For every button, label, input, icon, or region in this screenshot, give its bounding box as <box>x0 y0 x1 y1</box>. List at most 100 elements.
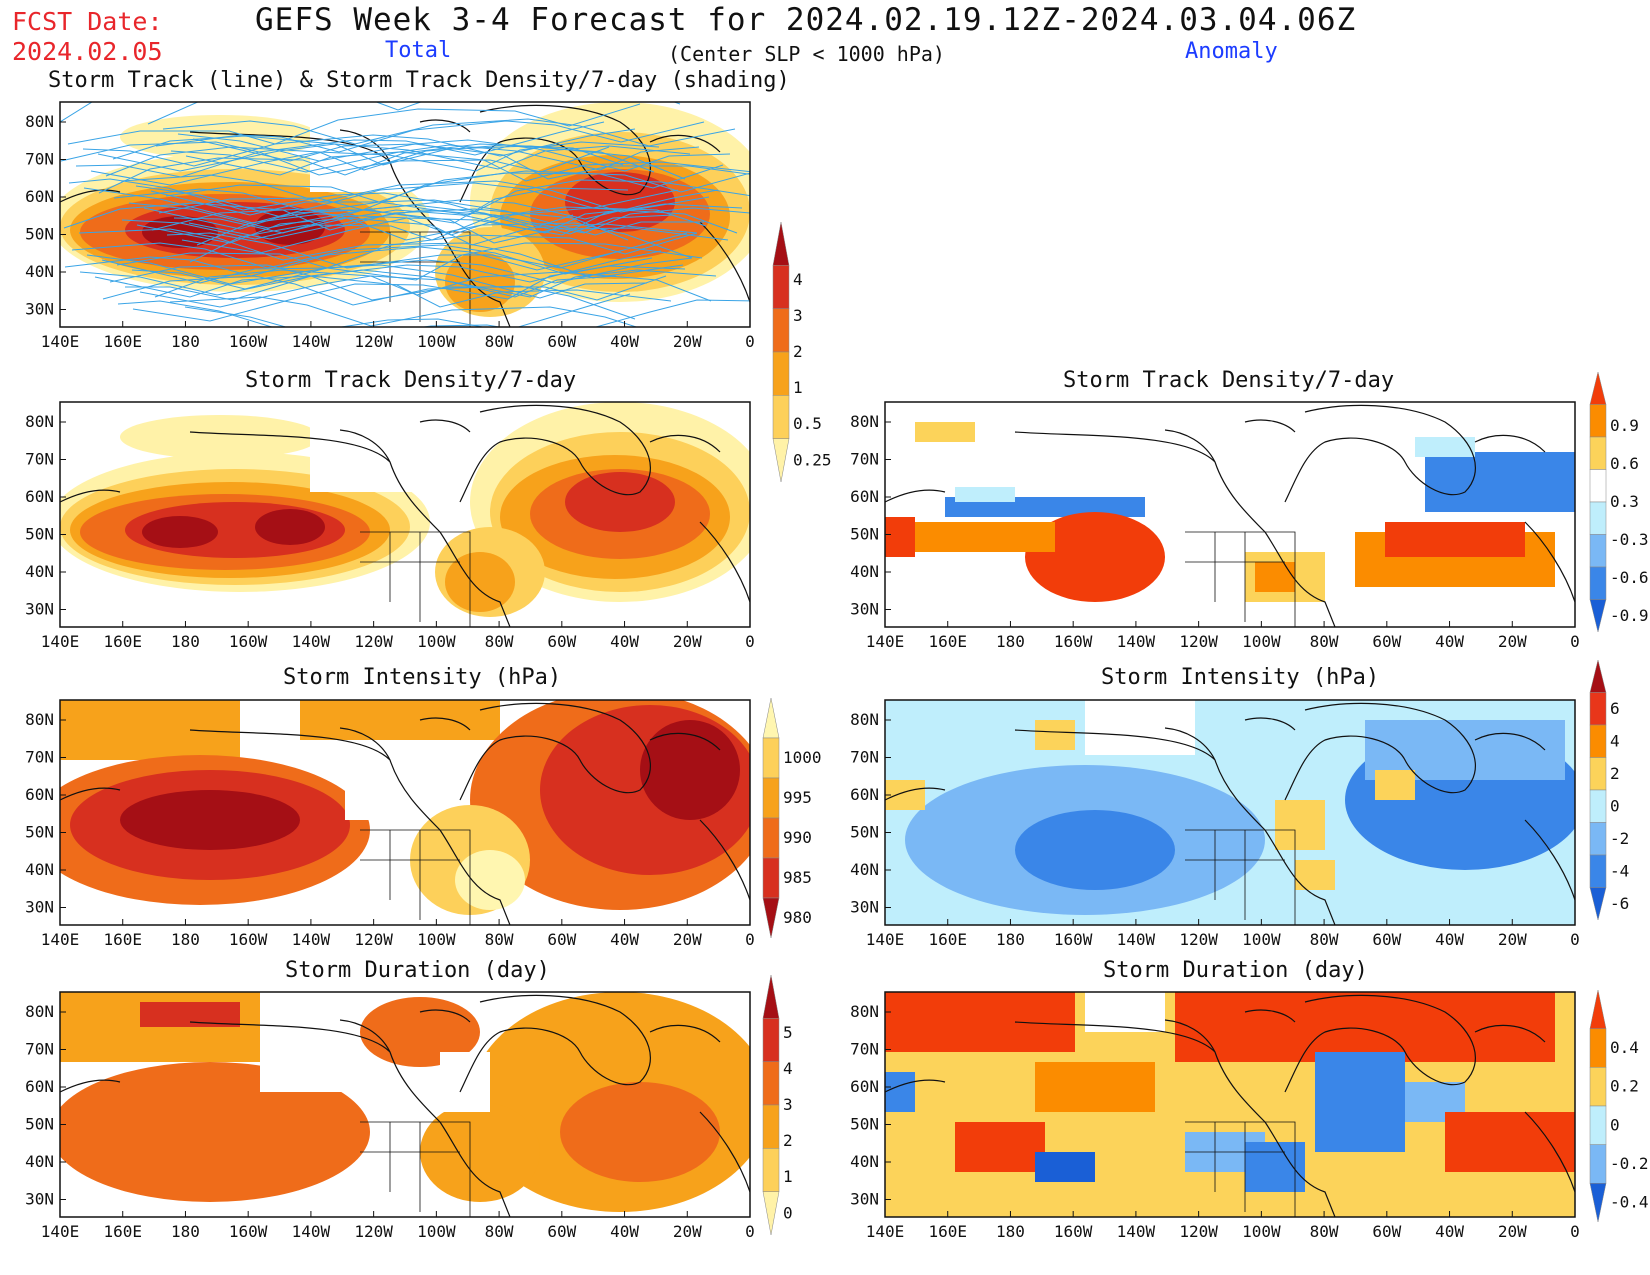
lon-tick-label: 160E <box>928 930 967 949</box>
colorbar-swatch <box>1589 789 1607 823</box>
colorbar-label: 0.9 <box>1610 416 1639 435</box>
lon-tick-label: 160E <box>103 632 142 651</box>
colorbar-swatch <box>762 857 780 899</box>
lon-tick-label: 160W <box>229 332 268 351</box>
lat-tick-label: 30N <box>25 300 54 319</box>
lat-tick-label: 30N <box>25 1190 54 1209</box>
lat-tick-label: 70N <box>25 1040 54 1059</box>
colorbar-swatch <box>772 438 790 483</box>
colorbar-swatch <box>1589 659 1607 693</box>
lon-tick-label: 140E <box>866 930 905 949</box>
colorbar-label: 3 <box>783 1095 793 1114</box>
panel-title-duration-total: Storm Duration (day) <box>285 958 550 983</box>
panel-title-density-anom: Storm Track Density/7-day <box>1063 368 1395 393</box>
lon-tick-label: 180 <box>996 930 1025 949</box>
lon-tick-label: 40W <box>610 332 639 351</box>
colorbar-label: 2 <box>783 1131 793 1150</box>
colorbar-swatch <box>772 308 790 353</box>
lon-tick-label: 60W <box>1372 1222 1401 1241</box>
colorbar-swatch <box>1589 854 1607 888</box>
lat-tick-label: 40N <box>850 860 879 879</box>
lon-tick-label: 180 <box>171 1222 200 1241</box>
panel-title-intensity-anom: Storm Intensity (hPa) <box>1101 665 1380 690</box>
colorbar-label: 0.4 <box>1610 1038 1639 1057</box>
lon-tick-label: 0 <box>1570 930 1580 949</box>
map-frame-density-total <box>59 401 751 628</box>
lat-tick-label: 80N <box>850 710 879 729</box>
colorbar-label: 4 <box>793 270 803 289</box>
colorbar-duration_total: 5 4 3 2 1 0 <box>762 974 793 1236</box>
lat-tick-label: 50N <box>25 525 54 544</box>
colorbar-label: 4 <box>1610 731 1620 750</box>
lat-tick-label: 80N <box>850 412 879 431</box>
lon-tick-label: 0 <box>745 632 755 651</box>
colorbar-swatch <box>772 265 790 309</box>
lon-tick-label: 60W <box>547 632 576 651</box>
colorbar-swatch <box>1589 1105 1607 1145</box>
map-frame-intensity-anom <box>884 699 1576 926</box>
lon-tick-label: 20W <box>673 632 702 651</box>
colorbar-swatch <box>1589 534 1607 568</box>
lon-tick-label: 100W <box>1242 1222 1281 1241</box>
fcst-date-label: FCST Date: <box>12 7 163 36</box>
lat-tick-label: 70N <box>25 450 54 469</box>
lon-tick-label: 0 <box>745 1222 755 1241</box>
lon-tick-label: 60W <box>1372 632 1401 651</box>
colorbar-swatch <box>1589 822 1607 856</box>
lon-tick-label: 80W <box>485 1222 514 1241</box>
map-duration-anom <box>885 992 1575 1217</box>
colorbar-label: 0 <box>1610 796 1620 815</box>
lon-tick-label: 140W <box>292 632 331 651</box>
lon-tick-label: 40W <box>1435 1222 1464 1241</box>
lon-tick-label: 100W <box>417 930 456 949</box>
colorbar-swatch <box>772 395 790 439</box>
lon-tick-label: 100W <box>417 632 456 651</box>
lon-tick-label: 140E <box>41 930 80 949</box>
panel-title-density-total: Storm Track Density/7-day <box>245 368 577 393</box>
map-duration-total <box>60 992 750 1217</box>
lon-tick-label: 140W <box>1117 930 1156 949</box>
colorbar-swatch <box>772 351 790 396</box>
lon-tick-label: 160W <box>229 632 268 651</box>
lon-tick-label: 140W <box>292 1222 331 1241</box>
colorbar-label: -2 <box>1610 829 1629 848</box>
lon-tick-label: 140W <box>1117 1222 1156 1241</box>
panel-title-intensity-total: Storm Intensity (hPa) <box>283 665 562 690</box>
colorbar-intensity_anom: 6 4 2 0 -2 -4 -6 <box>1589 659 1629 921</box>
map-frame-intensity-total <box>59 699 751 926</box>
lon-tick-label: 140E <box>41 632 80 651</box>
lon-tick-label: 40W <box>1435 930 1464 949</box>
lon-tick-label: 80W <box>485 632 514 651</box>
colorbar-label: 0.2 <box>1610 1077 1639 1096</box>
colorbar-label: -0.6 <box>1610 568 1649 587</box>
lon-tick-label: 120W <box>1179 1222 1218 1241</box>
colorbar-swatch <box>1589 469 1607 503</box>
map-intensity-anom <box>885 700 1575 925</box>
lon-tick-label: 80W <box>1310 1222 1339 1241</box>
lon-tick-label: 100W <box>1242 632 1281 651</box>
lon-tick-label: 160E <box>928 1222 967 1241</box>
lat-tick-label: 50N <box>25 1115 54 1134</box>
lat-tick-label: 80N <box>850 1002 879 1021</box>
lat-tick-label: 60N <box>25 785 54 804</box>
panel-title-track: Storm Track (line) & Storm Track Density… <box>48 68 790 93</box>
colorbar-label: 0 <box>1610 1115 1620 1134</box>
lon-tick-label: 20W <box>1498 1222 1527 1241</box>
colorbar-swatch <box>762 974 780 1019</box>
lat-tick-label: 30N <box>25 898 54 917</box>
lon-tick-label: 100W <box>1242 930 1281 949</box>
lon-tick-label: 80W <box>1310 632 1339 651</box>
lat-tick-label: 50N <box>25 823 54 842</box>
lon-tick-label: 160E <box>928 632 967 651</box>
lon-tick-label: 140E <box>866 632 905 651</box>
lon-tick-label: 180 <box>996 632 1025 651</box>
lon-tick-label: 160W <box>229 1222 268 1241</box>
colorbar-label: -4 <box>1610 861 1629 880</box>
colorbar-label: 6 <box>1610 699 1620 718</box>
colorbar-swatch <box>1589 692 1607 726</box>
colorbar-label: -0.2 <box>1610 1154 1649 1173</box>
lon-tick-label: 140E <box>41 1222 80 1241</box>
lon-tick-label: 180 <box>171 332 200 351</box>
total-label: Total <box>385 38 452 63</box>
